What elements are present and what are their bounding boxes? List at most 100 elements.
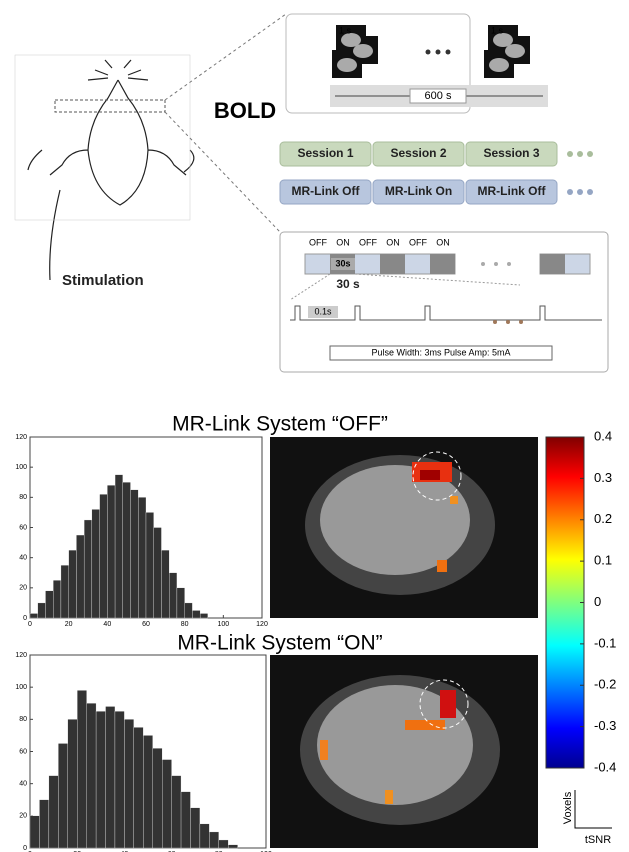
colorbar-tick-label: 0.4 [594, 428, 612, 443]
bar [161, 549, 170, 619]
colorbar-tick-label: -0.2 [594, 677, 616, 692]
colorbar-tick-label: -0.4 [594, 759, 616, 774]
x-tick-label: 0 [28, 851, 32, 852]
bar [53, 580, 62, 619]
y-tick-label: 60 [19, 524, 27, 531]
scale-bar [574, 790, 612, 829]
colorbar-tick-label: 0.2 [594, 511, 612, 526]
scale-y-label: Voxels [562, 791, 574, 824]
y-tick-label: 100 [15, 684, 27, 691]
bar [29, 613, 38, 619]
slice-box [54, 99, 166, 113]
bar [99, 494, 108, 619]
bar [122, 482, 131, 619]
bar [199, 613, 209, 619]
state-label: OFF [409, 237, 427, 247]
bar [76, 534, 85, 619]
bar [68, 549, 77, 619]
bar [105, 706, 116, 849]
bar [45, 590, 54, 619]
y-tick-label: 80 [19, 494, 27, 501]
row-label: Session 2 [390, 146, 446, 160]
bar [95, 711, 106, 849]
bar [60, 565, 69, 619]
row-box [465, 141, 558, 167]
stimulation-label: Stimulation [62, 272, 144, 289]
bar [180, 791, 191, 849]
y-tick-label: 0 [23, 615, 27, 622]
ellipsis-dot [587, 189, 593, 195]
x-tick-label: 80 [215, 851, 223, 852]
x-tick-label: 100 [260, 851, 272, 852]
bar [114, 711, 125, 849]
x-tick-label: 40 [103, 621, 111, 628]
x-tick-label: 40 [121, 851, 129, 852]
row-box [372, 179, 465, 205]
state-label: ON [436, 237, 450, 247]
bar [58, 743, 68, 849]
ellipsis-dot [577, 151, 583, 157]
chart-title: MR-Link System “OFF” [172, 413, 388, 436]
row-box [279, 141, 372, 167]
bar [130, 489, 139, 619]
bar [192, 610, 201, 619]
brain-image [270, 437, 538, 848]
ellipsis-dot [587, 151, 593, 157]
row-box [372, 141, 465, 167]
colorbar-tick-label: -0.1 [594, 635, 616, 650]
block-strip [289, 253, 602, 361]
colorbar-tick-label: 0 [594, 594, 601, 609]
bar [29, 815, 40, 849]
row-label: MR-Link On [385, 184, 452, 198]
bar [107, 485, 116, 619]
colorbar [545, 436, 585, 769]
y-tick-label: 40 [19, 555, 27, 562]
bar [114, 474, 123, 619]
bar [199, 823, 210, 849]
state-label: OFF [359, 237, 377, 247]
bar [218, 839, 229, 849]
bar [153, 527, 162, 619]
state-label: ON [386, 237, 400, 247]
ellipsis-dot [567, 189, 573, 195]
bar [143, 735, 153, 849]
state-label: ON [336, 237, 350, 247]
y-tick-label: 20 [19, 813, 27, 820]
x-tick-label: 80 [181, 621, 189, 628]
state-label: OFF [309, 237, 327, 247]
chart-title: MR-Link System “ON” [177, 632, 382, 655]
x-tick-label: 60 [168, 851, 176, 852]
x-tick-label: 0 [28, 621, 32, 628]
bar [169, 572, 178, 619]
y-tick-label: 0 [23, 845, 27, 852]
bar [133, 727, 144, 849]
bar [83, 519, 93, 619]
bar [190, 807, 201, 849]
row-label: Session 3 [483, 146, 539, 160]
colorbar-tick-label: -0.3 [594, 718, 616, 733]
ellipsis-dot [567, 151, 573, 157]
ellipsis-dot [577, 189, 583, 195]
x-tick-label: 20 [73, 851, 81, 852]
row-label: MR-Link Off [292, 184, 361, 198]
bold-label: BOLD [214, 98, 276, 123]
y-tick-label: 120 [15, 652, 27, 659]
duration-label: 600 s [425, 90, 452, 102]
y-tick-label: 100 [15, 464, 27, 471]
bar [176, 587, 185, 619]
y-tick-label: 60 [19, 748, 27, 755]
x-tick-label: 120 [256, 621, 268, 628]
bar [138, 497, 147, 619]
mouse-drawing [27, 59, 195, 281]
scale-x-label: tSNR [585, 834, 611, 846]
block-label: 30 s [336, 277, 360, 291]
bar [48, 775, 59, 849]
bar [124, 719, 134, 849]
duration-tag [409, 88, 467, 104]
bar [228, 844, 238, 849]
bar [209, 831, 219, 849]
frame-label: 1 s [339, 25, 352, 35]
y-tick-label: 20 [19, 585, 27, 592]
